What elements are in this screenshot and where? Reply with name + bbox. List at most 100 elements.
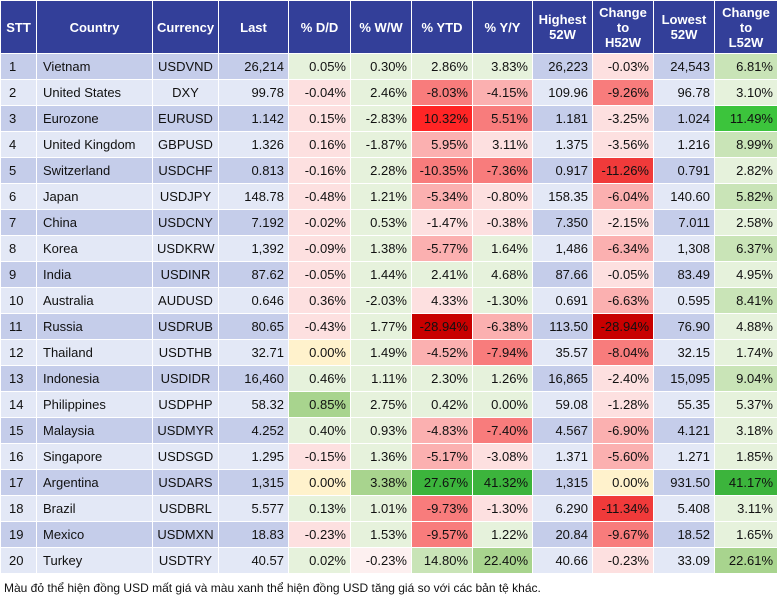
table-cell: 7.350 xyxy=(532,209,593,236)
table-cell: -9.73% xyxy=(411,495,473,522)
table-cell: 1.375 xyxy=(532,131,593,158)
table-cell: 3.11% xyxy=(472,131,533,158)
table-cell: 99.78 xyxy=(218,79,289,106)
table-cell: Switzerland xyxy=(36,157,153,184)
table-cell: 1.21% xyxy=(350,183,412,210)
table-row: 20 Turkey USDTRY 40.57 0.02% -0.23% 14.80% 22.4… xyxy=(0,547,777,574)
table-row: 18 Brazil USDBRL 5.577 0.13% 1.01% -9.73% -1.30… xyxy=(0,495,777,522)
table-cell: 83.49 xyxy=(653,261,715,288)
table-cell: Australia xyxy=(36,287,153,314)
table-cell: -0.04% xyxy=(288,79,351,106)
table-cell: Vietnam xyxy=(36,53,153,80)
table-cell: -0.16% xyxy=(288,157,351,184)
table-cell: -0.03% xyxy=(592,53,654,80)
table-cell: 7.192 xyxy=(218,209,289,236)
table-cell: -9.26% xyxy=(592,79,654,106)
table-cell: 0.917 xyxy=(532,157,593,184)
table-cell: 18.52 xyxy=(653,521,715,548)
table-cell: 2.30% xyxy=(411,365,473,392)
table-cell: USDJPY xyxy=(152,183,219,210)
table-cell: 1.49% xyxy=(350,339,412,366)
table-cell: 1.77% xyxy=(350,313,412,340)
table-cell: 59.08 xyxy=(532,391,593,418)
table-cell: 1.371 xyxy=(532,443,593,470)
table-cell: 20.84 xyxy=(532,521,593,548)
column-header: Country xyxy=(36,0,153,54)
table-cell: USDCNY xyxy=(152,209,219,236)
table-cell: 17 xyxy=(0,469,37,496)
table-cell: -0.23% xyxy=(288,521,351,548)
table-cell: 1.44% xyxy=(350,261,412,288)
column-header: % W/W xyxy=(350,0,412,54)
table-cell: 158.35 xyxy=(532,183,593,210)
table-cell: Singapore xyxy=(36,443,153,470)
table-cell: 58.32 xyxy=(218,391,289,418)
table-body: 1 Vietnam USDVND 26,214 0.05% 0.30% 2.86% 3.83%… xyxy=(0,53,777,574)
column-header: % YTD xyxy=(411,0,473,54)
column-header: Highest 52W xyxy=(532,0,593,54)
table-cell: 32.15 xyxy=(653,339,715,366)
table-cell: 0.40% xyxy=(288,417,351,444)
table-cell: China xyxy=(36,209,153,236)
table-cell: 0.00% xyxy=(288,339,351,366)
table-cell: -0.43% xyxy=(288,313,351,340)
table-cell: 5.95% xyxy=(411,131,473,158)
table-cell: -0.05% xyxy=(592,261,654,288)
table-cell: 26,214 xyxy=(218,53,289,80)
table-cell: 0.691 xyxy=(532,287,593,314)
table-cell: 2.86% xyxy=(411,53,473,80)
table-cell: 5.82% xyxy=(714,183,777,210)
table-cell: 0.791 xyxy=(653,157,715,184)
table-row: 11 Russia USDRUB 80.65 -0.43% 1.77% -28.94% -6.… xyxy=(0,313,777,340)
table-cell: -4.52% xyxy=(411,339,473,366)
table-cell: India xyxy=(36,261,153,288)
fx-table: STT Country Currency Last% D/D% W/W% YTD% Y… xyxy=(0,0,777,574)
table-cell: 11 xyxy=(0,313,37,340)
table-cell: 140.60 xyxy=(653,183,715,210)
table-cell: USDKRW xyxy=(152,235,219,262)
table-cell: -0.80% xyxy=(472,183,533,210)
table-cell: 2.75% xyxy=(350,391,412,418)
table-cell: -0.23% xyxy=(592,547,654,574)
table-cell: 5.37% xyxy=(714,391,777,418)
table-cell: -28.94% xyxy=(592,313,654,340)
table-cell: 41.17% xyxy=(714,469,777,496)
table-row: 8 Korea USDKRW 1,392 -0.09% 1.38% -5.77% 1.64% 1… xyxy=(0,235,777,262)
table-cell: Malaysia xyxy=(36,417,153,444)
table-cell: 1.26% xyxy=(472,365,533,392)
table-cell: 18 xyxy=(0,495,37,522)
table-cell: 1 xyxy=(0,53,37,80)
table-cell: 4.567 xyxy=(532,417,593,444)
table-cell: Korea xyxy=(36,235,153,262)
table-cell: 40.66 xyxy=(532,547,593,574)
table-cell: -2.83% xyxy=(350,105,412,132)
table-row: 3 Eurozone EURUSD 1.142 0.15% -2.83% 10.32% 5.5… xyxy=(0,105,777,132)
table-cell: USDRUB xyxy=(152,313,219,340)
table-cell: -4.15% xyxy=(472,79,533,106)
table-cell: 80.65 xyxy=(218,313,289,340)
table-cell: USDIDR xyxy=(152,365,219,392)
table-cell: -28.94% xyxy=(411,313,473,340)
table-cell: 11.49% xyxy=(714,105,777,132)
table-cell: 4.88% xyxy=(714,313,777,340)
table-row: 15 Malaysia USDMYR 4.252 0.40% 0.93% -4.83% -7.… xyxy=(0,417,777,444)
table-cell: 1.271 xyxy=(653,443,715,470)
table-cell: 8.99% xyxy=(714,131,777,158)
table-cell: -6.90% xyxy=(592,417,654,444)
table-cell: -7.94% xyxy=(472,339,533,366)
table-cell: Eurozone xyxy=(36,105,153,132)
table-cell: -3.56% xyxy=(592,131,654,158)
table-cell: USDSGD xyxy=(152,443,219,470)
table-cell: -8.04% xyxy=(592,339,654,366)
table-cell: 1.024 xyxy=(653,105,715,132)
table-cell: 1.295 xyxy=(218,443,289,470)
column-header: Currency xyxy=(152,0,219,54)
table-cell: USDVND xyxy=(152,53,219,80)
table-row: 9 India USDINR 87.62 -0.05% 1.44% 2.41% 4.68% 87… xyxy=(0,261,777,288)
table-cell: 18.83 xyxy=(218,521,289,548)
table-cell: 4.33% xyxy=(411,287,473,314)
column-header: Lowest 52W xyxy=(653,0,715,54)
table-cell: 96.78 xyxy=(653,79,715,106)
header-row: STT Country Currency Last% D/D% W/W% YTD% Y… xyxy=(0,0,777,54)
table-cell: 1,308 xyxy=(653,235,715,262)
